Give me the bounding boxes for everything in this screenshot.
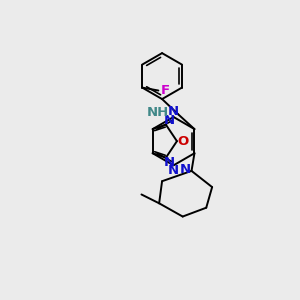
Text: N: N <box>180 163 191 176</box>
Text: N: N <box>168 164 179 177</box>
Text: N: N <box>163 156 174 169</box>
Text: N: N <box>168 105 179 118</box>
Text: N: N <box>163 114 174 127</box>
Text: NH: NH <box>147 106 170 119</box>
Text: F: F <box>160 84 170 97</box>
Text: O: O <box>178 135 189 148</box>
